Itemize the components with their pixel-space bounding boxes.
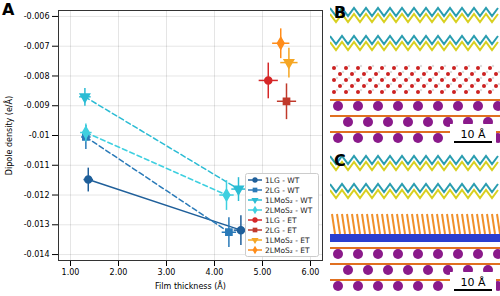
- svg-text:-0.014: -0.014: [24, 250, 50, 259]
- svg-text:1LMoS₂ - ET: 1LMoS₂ - ET: [265, 236, 310, 245]
- svg-text:Film thickness (Å): Film thickness (Å): [155, 280, 226, 291]
- html-text:A: A: [2, 0, 15, 19]
- svg-text:-0.006: -0.006: [24, 12, 50, 21]
- svg-text:1LMoS₂ - WT: 1LMoS₂ - WT: [265, 196, 313, 205]
- svg-text:5.00: 5.00: [254, 268, 272, 277]
- svg-text:2.00: 2.00: [110, 268, 128, 277]
- svg-text:4.00: 4.00: [206, 268, 224, 277]
- svg-text:6.00: 6.00: [302, 268, 320, 277]
- svg-text:1LG - ET: 1LG - ET: [265, 216, 297, 225]
- svg-text:2LG - ET: 2LG - ET: [265, 226, 297, 235]
- svg-text:10 Å: 10 Å: [460, 276, 485, 289]
- svg-text:-0.008: -0.008: [24, 72, 50, 81]
- svg-text:-0.01: -0.01: [29, 131, 50, 140]
- svg-text:-0.009: -0.009: [24, 101, 50, 110]
- svg-text:-0.012: -0.012: [24, 191, 50, 200]
- svg-text:10 Å: 10 Å: [460, 128, 485, 141]
- svg-text:2LG - WT: 2LG - WT: [265, 186, 300, 195]
- svg-text:2LMoS₂ - WT: 2LMoS₂ - WT: [265, 206, 313, 215]
- svg-text:B: B: [334, 3, 346, 22]
- svg-text:-0.013: -0.013: [24, 220, 50, 229]
- svg-text:1.00: 1.00: [62, 268, 80, 277]
- svg-text:2LMoS₂ - ET: 2LMoS₂ - ET: [265, 246, 310, 255]
- svg-text:-0.007: -0.007: [24, 42, 50, 51]
- svg-text:1LG - WT: 1LG - WT: [265, 176, 300, 185]
- svg-text:-0.011: -0.011: [24, 161, 50, 170]
- svg-text:C: C: [334, 151, 346, 170]
- svg-text:3.00: 3.00: [158, 268, 176, 277]
- svg-text:Dipole density (e/Å): Dipole density (e/Å): [3, 96, 14, 175]
